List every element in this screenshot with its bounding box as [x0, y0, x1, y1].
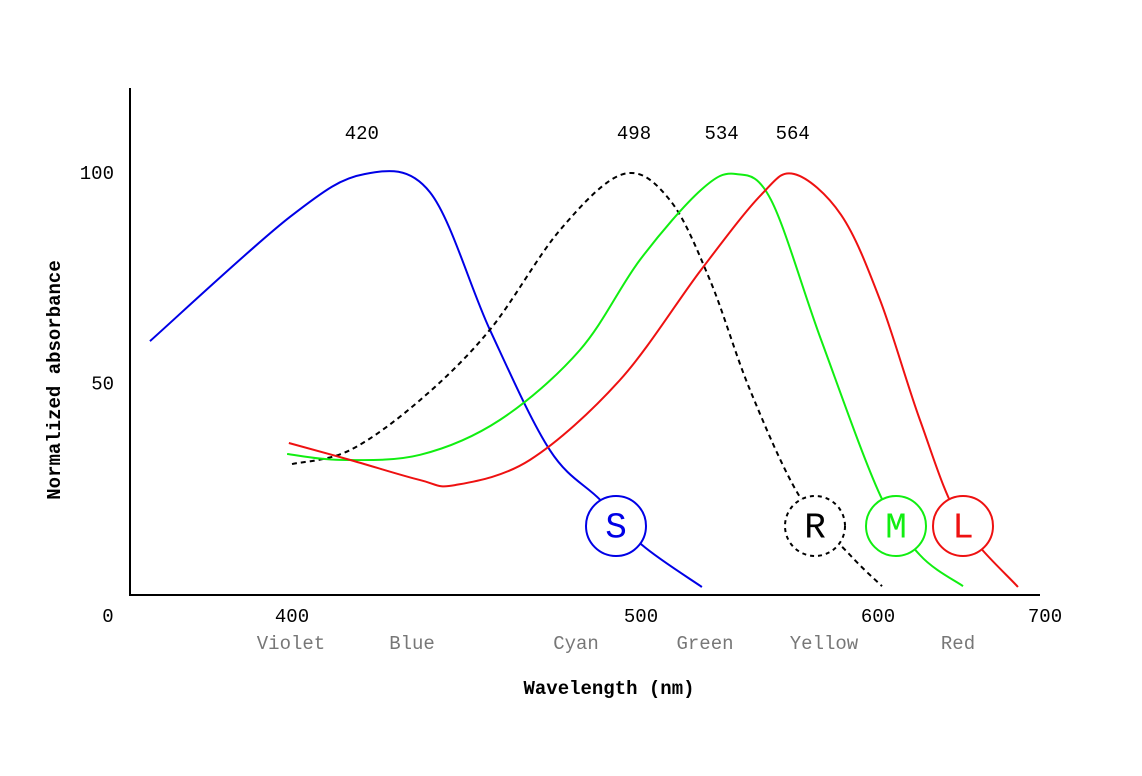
- y-tick-label: 100: [80, 163, 114, 185]
- y-tick-label: 50: [91, 374, 114, 396]
- color-band-label: Green: [676, 633, 733, 655]
- curve: [287, 172, 964, 587]
- color-band-label: Yellow: [790, 633, 859, 655]
- x-tick-label: 600: [861, 606, 895, 628]
- legend-label: R: [804, 508, 826, 549]
- x-tick-label: 500: [624, 606, 658, 628]
- peak-label: 564: [776, 123, 810, 145]
- x-tick-label: 700: [1028, 606, 1062, 628]
- x-tick-label: 400: [275, 606, 309, 628]
- color-band-label: Violet: [257, 633, 325, 655]
- legend-circle: [784, 495, 846, 557]
- peak-label: 420: [345, 123, 379, 145]
- legend-circle: [585, 495, 647, 557]
- y-tick-label: 0: [102, 606, 113, 628]
- curve: [288, 172, 1019, 588]
- legend-circle: [865, 495, 927, 557]
- y-axis-label: Normalized absorbance: [44, 260, 66, 499]
- curve: [291, 171, 883, 587]
- color-band-label: Cyan: [553, 633, 599, 655]
- peak-label: 498: [617, 123, 651, 145]
- legend-label: S: [605, 508, 627, 549]
- legend-label: L: [952, 508, 974, 549]
- color-band-label: Blue: [389, 633, 435, 655]
- legend-circle: [932, 495, 994, 557]
- legend-label: M: [885, 508, 907, 549]
- peak-label: 534: [704, 123, 738, 145]
- x-axis-label: Wavelength (nm): [523, 678, 694, 700]
- color-band-label: Red: [941, 633, 975, 655]
